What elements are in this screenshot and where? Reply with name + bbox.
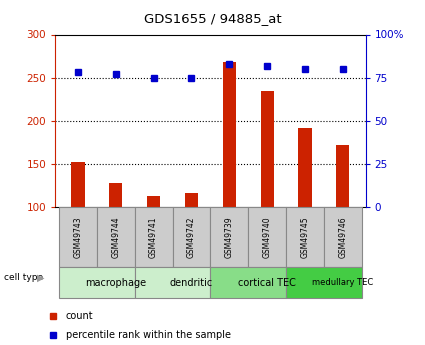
Bar: [336, 145, 349, 207]
Bar: [185, 193, 198, 207]
Bar: [147, 196, 160, 207]
Text: GDS1655 / 94885_at: GDS1655 / 94885_at: [144, 12, 281, 25]
Text: GSM49744: GSM49744: [111, 216, 120, 258]
Bar: [298, 128, 312, 207]
Text: GSM49743: GSM49743: [74, 216, 82, 258]
Bar: [59, 267, 135, 298]
Bar: [135, 267, 210, 298]
Text: cortical TEC: cortical TEC: [238, 278, 296, 288]
Bar: [59, 207, 97, 267]
Bar: [248, 207, 286, 267]
Bar: [210, 267, 286, 298]
Bar: [223, 62, 236, 207]
Text: GSM49741: GSM49741: [149, 216, 158, 258]
Text: percentile rank within the sample: percentile rank within the sample: [66, 330, 231, 340]
Text: GSM49742: GSM49742: [187, 216, 196, 258]
Text: medullary TEC: medullary TEC: [312, 278, 374, 287]
Text: GSM49745: GSM49745: [300, 216, 309, 258]
Bar: [286, 267, 362, 298]
Bar: [109, 183, 122, 207]
Bar: [71, 162, 85, 207]
Text: GSM49739: GSM49739: [225, 216, 234, 258]
Bar: [135, 207, 173, 267]
Text: cell type: cell type: [4, 273, 43, 282]
Bar: [286, 207, 324, 267]
Text: dendritic: dendritic: [170, 278, 213, 288]
Text: ▶: ▶: [37, 273, 44, 283]
Bar: [261, 90, 274, 207]
Bar: [97, 207, 135, 267]
Text: macrophage: macrophage: [85, 278, 146, 288]
Bar: [324, 207, 362, 267]
Text: GSM49746: GSM49746: [338, 216, 347, 258]
Text: count: count: [66, 312, 94, 321]
Text: GSM49740: GSM49740: [263, 216, 272, 258]
Bar: [210, 207, 248, 267]
Bar: [173, 207, 210, 267]
